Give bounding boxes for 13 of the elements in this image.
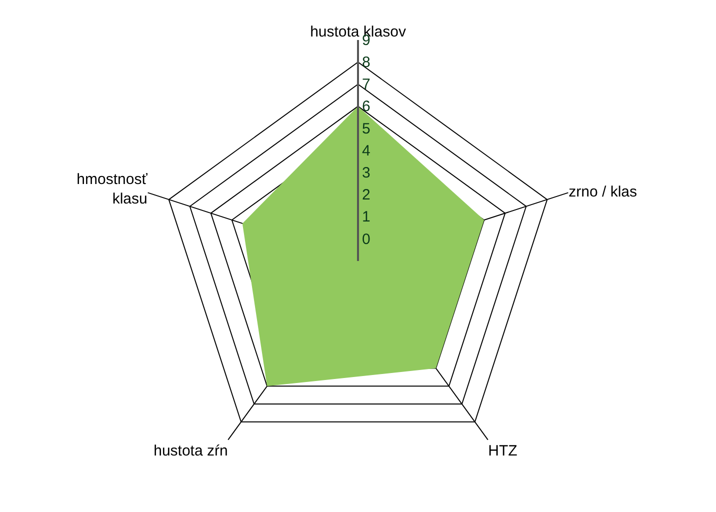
y-tick-label: 4: [362, 142, 370, 160]
spoke-label: HTZ: [488, 442, 518, 460]
y-tick-label: 0: [362, 230, 370, 248]
y-tick-label: 3: [362, 164, 370, 182]
y-tick-label: 8: [362, 54, 370, 71]
y-tick-label: 6: [362, 98, 370, 116]
spoke-label: hmostnosť klasu: [76, 170, 148, 208]
y-tick-label: 5: [362, 120, 370, 138]
y-tick-label: 2: [362, 186, 370, 204]
y-tick-label: 7: [362, 76, 370, 94]
y-tick-label: 1: [362, 208, 370, 226]
spoke-label: hustota zŕn: [154, 442, 228, 460]
spoke-label: zrno / klas: [568, 184, 638, 201]
